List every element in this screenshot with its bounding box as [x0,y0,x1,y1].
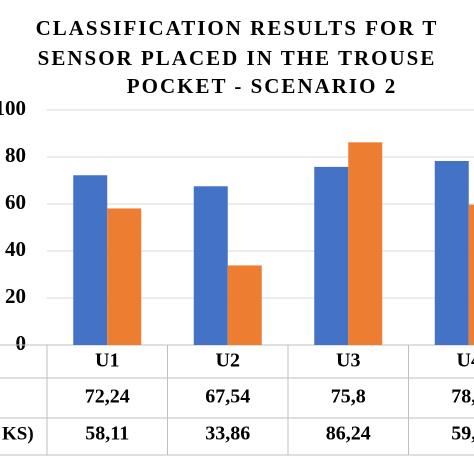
bar [107,208,142,345]
x-tick-label: U3 [336,350,360,372]
bar [468,204,474,345]
x-tick-label: U1 [95,350,119,372]
data-label: 75,8 [331,386,366,408]
chart-title: SENSOR PLACED IN THE TROUSE [38,46,437,70]
y-tick-label: 80 [5,143,26,167]
bar [348,142,383,345]
x-tick-label: U2 [216,350,240,372]
bar [73,175,108,345]
y-tick-label: 100 [0,96,26,120]
legend-label: KS) [2,423,34,444]
y-tick-label: 40 [5,237,26,261]
chart-title: POCKET - SCENARIO 2 [127,74,397,98]
data-label: 72,24 [85,386,130,408]
y-tick-label: 20 [5,284,26,308]
data-label: 78,3 [451,386,474,408]
data-label: 58,11 [85,423,129,445]
bar [434,160,469,345]
bar [227,265,262,345]
y-tick-label: 60 [5,190,26,214]
bar [314,166,349,345]
chart-title: CLASSIFICATION RESULTS FOR T [36,16,439,40]
bar [193,186,228,345]
data-label: 59,7 [451,423,474,445]
data-label: 67,54 [205,386,250,408]
data-label: 86,24 [326,423,371,445]
data-label: 33,86 [205,423,250,445]
y-tick-label: 0 [16,331,27,355]
x-tick-label: U4 [457,350,474,372]
